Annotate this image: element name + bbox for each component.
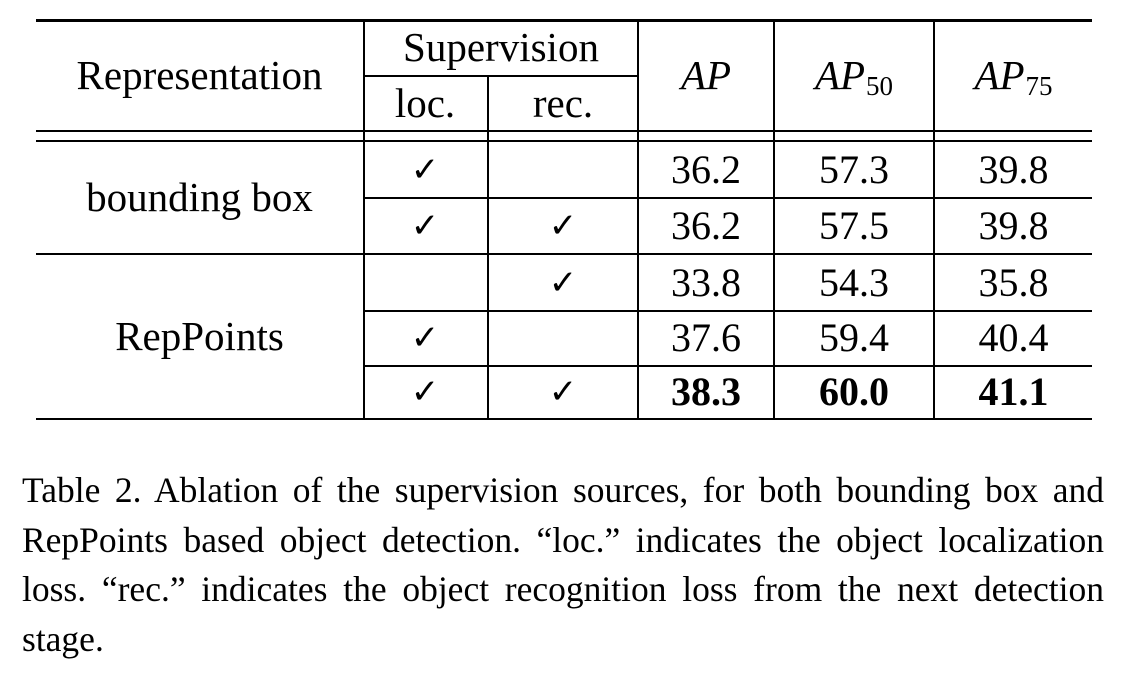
ap75-value-cell: 39.8	[978, 202, 1049, 248]
top-rule	[36, 19, 1092, 22]
check-mark-icon: ✓	[548, 262, 578, 303]
supervision-underline	[363, 75, 639, 77]
loc-check-cell: ✓	[363, 142, 487, 198]
ap-value-cell: 36.2	[671, 147, 741, 192]
group-label-bounding-box: bounding box	[86, 174, 313, 220]
rec-check-cell	[489, 142, 637, 198]
col-rule-4	[773, 20, 775, 419]
ap75-value-cell: 41.1	[978, 369, 1049, 414]
header-loc: loc.	[394, 80, 456, 126]
ap50-value-cell: 60.0	[819, 369, 889, 414]
check-mark-icon: ✓	[410, 318, 440, 358]
group-separator-rule	[36, 253, 1092, 255]
bottom-rule	[36, 418, 1092, 420]
row-separator-rule	[363, 310, 1092, 312]
ap-value-cell: 36.2	[671, 202, 741, 248]
header-representation: Representation	[76, 51, 323, 98]
header-ap75: AP 75	[935, 20, 1092, 130]
loc-check-cell: ✓	[363, 198, 487, 253]
ap75-value-cell: 35.8	[978, 259, 1049, 305]
rec-check-cell: ✓	[489, 255, 637, 310]
rec-check-cell: ✓	[489, 198, 637, 253]
header-ap50-base: AP	[814, 51, 866, 98]
ap75-value-cell: 40.4	[978, 315, 1049, 360]
ap50-value-cell: 59.4	[819, 315, 889, 360]
header-ap50-subscript: 50	[866, 70, 894, 101]
ap50-value-cell: 57.5	[819, 202, 889, 248]
table-caption: Table 2. Ablation of the supervision sou…	[22, 470, 1104, 659]
header-supervision: Supervision	[403, 24, 599, 70]
check-mark-icon: ✓	[410, 150, 440, 190]
ap50-value-cell: 54.3	[819, 259, 889, 305]
check-mark-icon: ✓	[410, 372, 440, 412]
header-ap50: AP 50	[775, 20, 933, 130]
loc-check-cell: ✓	[363, 366, 487, 418]
loc-check-cell: ✓	[363, 310, 487, 366]
col-rule-2	[487, 76, 489, 419]
rec-check-cell	[489, 310, 637, 366]
header-ap: AP	[680, 51, 732, 98]
ap-value-cell: 37.6	[671, 315, 741, 360]
row-separator-rule	[363, 365, 1092, 367]
header-double-rule-bottom	[36, 140, 1092, 142]
check-mark-icon: ✓	[410, 205, 440, 246]
header-ap75-subscript: 75	[1025, 70, 1053, 101]
header-double-rule-top	[36, 130, 1092, 132]
ap-value-cell: 38.3	[671, 369, 741, 414]
col-rule-3	[637, 20, 639, 419]
check-mark-icon: ✓	[548, 205, 578, 246]
ap-value-cell: 33.8	[671, 259, 741, 305]
loc-check-cell	[363, 255, 487, 310]
header-ap75-base: AP	[974, 51, 1025, 98]
check-mark-icon: ✓	[548, 372, 578, 412]
col-rule-5	[933, 20, 935, 419]
ap75-value-cell: 39.8	[978, 147, 1049, 192]
header-rec: rec.	[532, 80, 594, 126]
ap50-value-cell: 57.3	[819, 147, 889, 192]
col-rule-1	[363, 20, 365, 419]
group-label-reppoints: RepPoints	[115, 313, 284, 359]
rec-check-cell: ✓	[489, 366, 637, 418]
row-separator-rule	[363, 197, 1092, 199]
